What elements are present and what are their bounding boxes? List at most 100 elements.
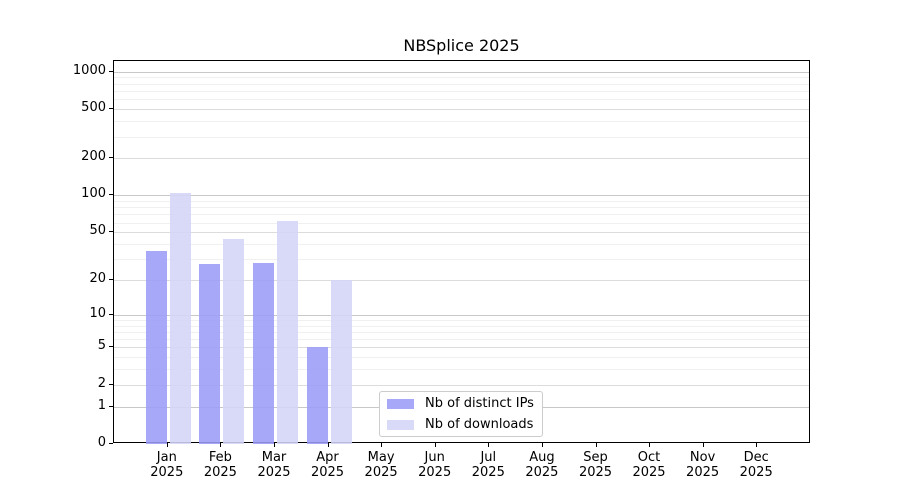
- y-gridline-minor: [114, 214, 809, 216]
- bar-distinct-ips-jan: [145, 250, 167, 444]
- y-gridline-100: [114, 195, 809, 197]
- x-tick-month: Apr: [316, 450, 339, 465]
- legend: Nb of distinct IPs Nb of downloads: [379, 391, 543, 437]
- x-tick-month: Nov: [689, 450, 716, 465]
- x-tick-month: Feb: [208, 450, 232, 465]
- y-gridline-200: [114, 158, 809, 160]
- x-tick-mark-mar: [274, 443, 275, 447]
- x-tick-year: 2025: [364, 465, 398, 480]
- bar-distinct-ips-feb: [199, 264, 221, 444]
- x-axis-tick-label-jun: Jun 2025: [405, 450, 465, 480]
- y-gridline-minor: [114, 83, 809, 85]
- bar-distinct-ips-mar: [253, 262, 274, 444]
- x-tick-mark-aug: [541, 443, 543, 447]
- y-tick-mark-100: [109, 194, 113, 196]
- y-gridline-minor: [114, 121, 809, 122]
- y-gridline-minor: [114, 369, 809, 371]
- legend-row-downloads: Nb of downloads: [386, 417, 536, 432]
- x-tick-mark-nov: [702, 443, 704, 447]
- y-tick-mark-2: [109, 383, 113, 385]
- y-gridline-minor: [114, 325, 809, 327]
- y-gridline-minor: [114, 99, 809, 101]
- y-tick-mark-50: [109, 231, 113, 233]
- x-tick-month: Aug: [529, 450, 555, 465]
- y-gridline-1000: [114, 71, 809, 73]
- legend-row-distinct-ips: Nb of distinct IPs: [386, 396, 536, 411]
- y-tick-mark-10: [109, 313, 113, 315]
- x-axis-tick-label-feb: Feb 2025: [190, 450, 250, 480]
- bar-downloads-mar: [277, 220, 298, 444]
- y-gridline-minor: [114, 222, 809, 224]
- y-gridline-minor: [114, 243, 809, 245]
- x-tick-year: 2025: [150, 465, 184, 480]
- x-tick-year: 2025: [578, 465, 613, 480]
- y-axis-tick-label-20: 20: [89, 270, 106, 286]
- y-gridline-minor: [114, 77, 809, 79]
- legend-swatch-downloads: [387, 419, 414, 430]
- y-axis-tick-label-5: 5: [97, 338, 106, 354]
- y-tick-mark-5: [109, 346, 113, 348]
- x-tick-month: Mar: [261, 450, 287, 465]
- x-tick-mark-jan: [166, 443, 168, 447]
- y-gridline-minor: [114, 200, 809, 202]
- x-tick-month: Dec: [743, 450, 769, 465]
- y-axis-tick-label-500: 500: [81, 100, 106, 115]
- y-tick-mark-0: [109, 443, 113, 444]
- bar-downloads-jan: [169, 192, 191, 444]
- y-axis-tick-label-100: 100: [81, 186, 106, 202]
- x-tick-year: 2025: [525, 465, 559, 480]
- x-tick-month: Oct: [637, 450, 661, 465]
- x-tick-mark-jul: [488, 443, 490, 447]
- x-tick-year: 2025: [203, 465, 237, 480]
- y-axis-tick-label-0: 0: [97, 435, 106, 450]
- y-gridline-minor: [114, 90, 809, 92]
- legend-label-distinct-ips: Nb of distinct IPs: [425, 396, 534, 411]
- x-tick-year: 2025: [686, 465, 720, 480]
- y-gridline-500: [114, 109, 809, 110]
- x-tick-year: 2025: [257, 465, 291, 480]
- x-tick-year: 2025: [418, 465, 452, 480]
- chart-title: NBSplice 2025: [403, 36, 520, 55]
- y-tick-mark-1000: [109, 70, 113, 72]
- x-axis-tick-label-oct: Oct 2025: [619, 450, 679, 480]
- y-gridline-50: [114, 232, 809, 234]
- y-axis-tick-label-10: 10: [89, 305, 106, 321]
- x-axis-tick-label-may: May 2025: [351, 450, 411, 480]
- x-tick-month: Jun: [424, 450, 445, 465]
- x-axis-tick-label-sep: Sep 2025: [566, 450, 626, 480]
- y-gridline-minor: [114, 357, 809, 359]
- x-tick-month: Jan: [156, 450, 177, 465]
- x-axis-tick-label-apr: Apr 2025: [298, 450, 358, 480]
- bar-downloads-feb: [223, 238, 245, 444]
- legend-swatch-distinct-ips: [387, 398, 414, 409]
- y-tick-mark-1: [109, 405, 113, 407]
- x-tick-year: 2025: [632, 465, 666, 480]
- y-tick-mark-200: [109, 157, 113, 159]
- y-axis-tick-label-1000: 1000: [72, 62, 106, 78]
- y-gridline-10: [114, 314, 809, 316]
- x-tick-mark-feb: [220, 443, 222, 447]
- y-gridline-minor: [114, 339, 809, 341]
- x-axis-tick-label-jul: Jul 2025: [458, 450, 518, 480]
- x-tick-mark-apr: [327, 443, 329, 447]
- x-tick-month: Sep: [583, 450, 608, 465]
- y-gridline-minor: [114, 331, 809, 333]
- x-tick-month: May: [367, 450, 395, 465]
- x-tick-mark-sep: [595, 443, 597, 447]
- x-axis-tick-label-mar: Mar 2025: [244, 450, 304, 480]
- y-axis-tick-label-1: 1: [97, 397, 106, 413]
- y-gridline-minor: [114, 319, 809, 321]
- y-axis-tick-label-200: 200: [81, 149, 106, 165]
- x-tick-mark-dec: [756, 443, 758, 447]
- x-tick-year: 2025: [310, 465, 345, 480]
- x-tick-month: Jul: [480, 450, 497, 465]
- x-tick-mark-may: [381, 443, 383, 447]
- x-tick-mark-jun: [434, 443, 436, 447]
- legend-label-downloads: Nb of downloads: [425, 417, 534, 432]
- y-gridline-minor: [114, 207, 809, 209]
- x-tick-mark-oct: [649, 443, 650, 447]
- x-axis-tick-label-dec: Dec 2025: [726, 450, 786, 480]
- plot-area: Nb of distinct IPs Nb of downloads: [113, 60, 810, 444]
- bar-distinct-ips-apr: [306, 347, 328, 444]
